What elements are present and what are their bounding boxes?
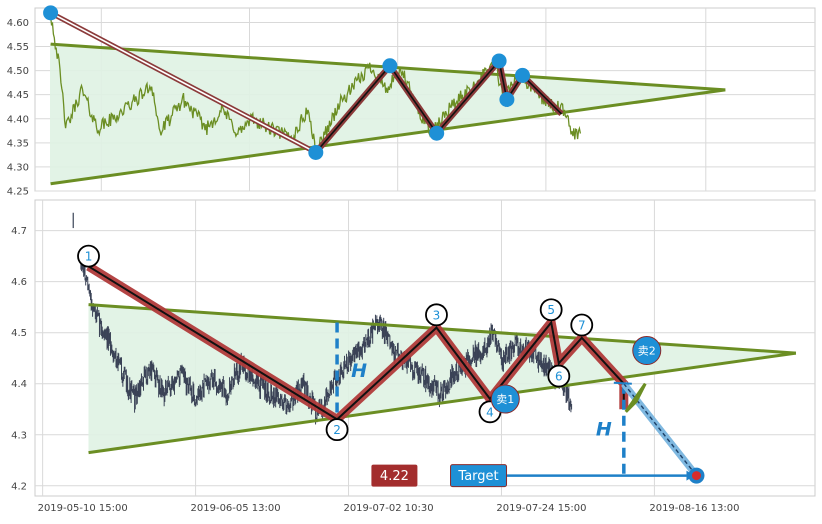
pattern-point-marker — [547, 364, 571, 388]
target-badge-label: Target — [457, 469, 498, 484]
pattern-point-label: 4 — [486, 405, 494, 419]
top-ytick-label: 4.40 — [7, 114, 29, 125]
top-ytick-label: 4.50 — [7, 66, 29, 77]
top-ytick-label: 4.35 — [7, 138, 29, 149]
bottom-panel: 4.2 4.3 4.4 4.5 4.6 4.7 2019-05-10 15:00 2019-0… — [11, 199, 816, 514]
breakout-marker — [624, 382, 647, 413]
bottom-candlesticks — [72, 212, 573, 425]
top-ytick-label: 4.30 — [7, 162, 29, 173]
top-ytick-label: 4.60 — [7, 18, 29, 29]
top-pivot-point — [43, 5, 59, 21]
measure-label: H — [596, 419, 612, 441]
pattern-point-label: 3 — [433, 308, 441, 322]
pattern-point-marker — [425, 303, 448, 327]
bottom-ytick-label: 4.2 — [11, 481, 27, 492]
top-pivot-point — [499, 92, 515, 107]
pattern-point-marker — [325, 418, 349, 442]
sell-marker-label: 卖2 — [638, 345, 656, 358]
top-pivot-point — [308, 144, 324, 160]
top-pivot-point — [429, 125, 445, 141]
bottom-zigzag-inner — [87, 265, 625, 421]
pattern-point-marker — [539, 298, 563, 322]
bottom-xtick-label: 2019-07-24 15:00 — [496, 503, 586, 514]
measure-label: H — [351, 360, 367, 382]
bottom-plot-content — [72, 212, 797, 455]
price-badge — [371, 464, 418, 487]
top-ytick-label: 4.25 — [7, 187, 29, 198]
pattern-point-marker — [570, 313, 594, 337]
bottom-ytick-label: 4.7 — [11, 226, 27, 237]
top-ytick-label: 4.45 — [7, 90, 29, 101]
bottom-xtick-label: 2019-07-02 10:30 — [343, 503, 433, 514]
pattern-point-marker — [77, 244, 100, 268]
target-badge — [450, 464, 508, 488]
top-pivot-point — [491, 53, 507, 69]
top-triangle-lower — [50, 88, 726, 186]
price-badge-label: 4.22 — [380, 469, 409, 484]
top-pivot-point — [382, 58, 398, 74]
top-panel: 4.25 4.30 4.35 4.40 4.45 4.50 4.55 4.60 — [7, 5, 816, 198]
sell-marker — [490, 384, 520, 414]
bottom-ytick-label: 4.4 — [11, 379, 27, 390]
breakout-tick — [613, 381, 632, 385]
pattern-point-label: 5 — [547, 303, 555, 317]
target-point-inner — [691, 471, 701, 481]
top-plot-content — [49, 10, 726, 186]
bottom-triangle-lower — [88, 351, 797, 455]
pattern-point-label: 1 — [85, 250, 93, 264]
sell-marker — [632, 336, 662, 366]
sell-marker-label: 卖1 — [496, 393, 514, 406]
bottom-ytick-label: 4.3 — [11, 430, 27, 441]
top-ytick-label: 4.55 — [7, 42, 29, 53]
top-trend-line-inner — [50, 12, 317, 154]
pattern-point-label: 2 — [333, 423, 341, 437]
pattern-point-label: 6 — [555, 370, 563, 384]
bottom-xtick-label: 2019-05-10 15:00 — [38, 503, 128, 514]
bottom-xtick-label: 2019-08-16 13:00 — [649, 503, 739, 514]
pattern-point-label: 7 — [578, 319, 586, 333]
bottom-xtick-label: 2019-06-05 13:00 — [191, 503, 281, 514]
target-projection-core — [623, 383, 698, 477]
top-pivot-point — [515, 67, 530, 83]
bottom-ytick-label: 4.5 — [11, 328, 27, 339]
bottom-ytick-label: 4.6 — [11, 277, 27, 288]
